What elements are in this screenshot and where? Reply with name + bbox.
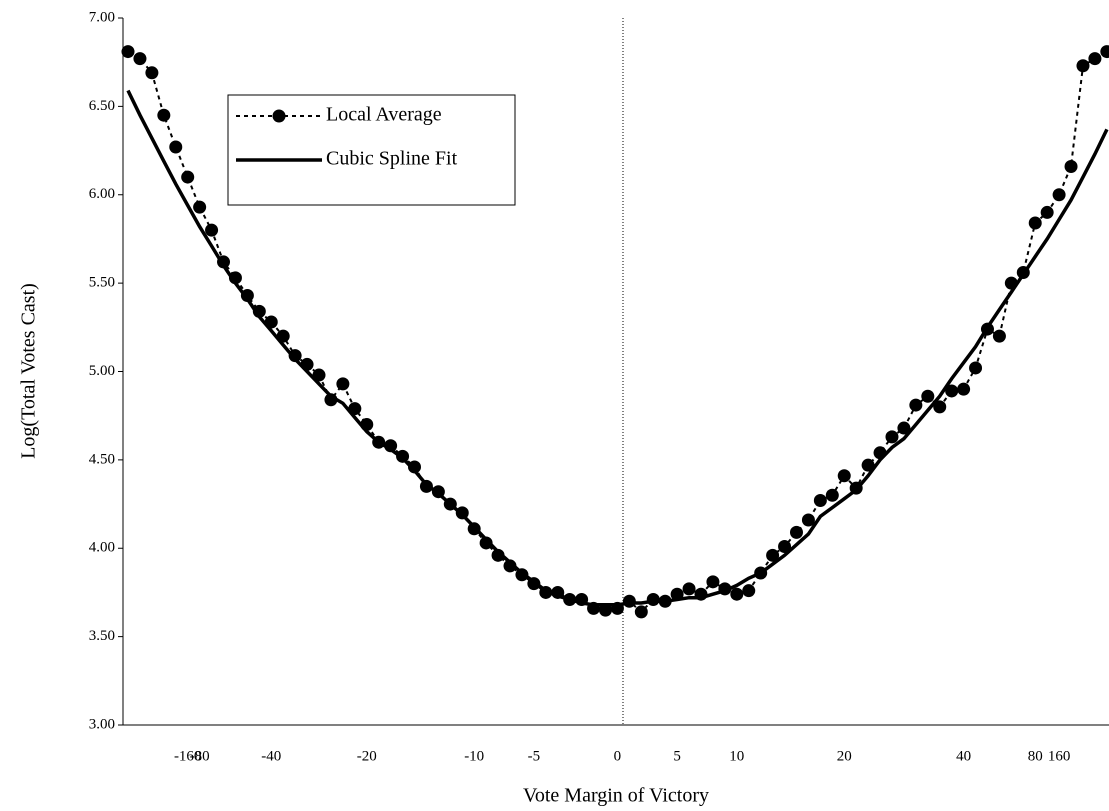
data-point xyxy=(825,488,839,502)
x-tick-label: 5 xyxy=(673,748,681,764)
data-point xyxy=(181,170,195,184)
x-tick-label: -40 xyxy=(261,748,281,764)
data-point xyxy=(837,469,851,483)
data-point xyxy=(336,377,350,391)
x-tick-label: -10 xyxy=(464,748,484,764)
y-tick-label: 6.50 xyxy=(89,98,115,114)
data-point xyxy=(1028,216,1042,230)
data-point xyxy=(766,548,780,562)
data-point xyxy=(706,575,720,589)
data-point xyxy=(598,603,612,617)
x-tick-label: -5 xyxy=(528,748,541,764)
y-tick-label: 4.00 xyxy=(89,540,115,556)
data-point xyxy=(646,593,660,607)
data-point xyxy=(1100,45,1109,59)
data-point xyxy=(1052,188,1066,202)
y-tick-label: 3.50 xyxy=(89,628,115,644)
data-point xyxy=(945,384,959,398)
data-point xyxy=(1088,52,1102,66)
data-point xyxy=(634,605,648,619)
x-tick-label: 10 xyxy=(729,748,744,764)
x-tick-label: 80 xyxy=(1028,748,1043,764)
data-point xyxy=(957,382,971,396)
data-point xyxy=(1064,159,1078,173)
data-point xyxy=(801,513,815,527)
data-point xyxy=(778,539,792,553)
data-point xyxy=(408,460,422,474)
x-tick-label: -20 xyxy=(357,748,377,764)
legend-marker xyxy=(272,109,286,123)
x-tick-label: -160 xyxy=(174,748,202,764)
data-point xyxy=(813,494,827,508)
data-point xyxy=(1040,205,1054,219)
y-tick-label: 6.00 xyxy=(89,186,115,202)
data-point xyxy=(133,52,147,66)
data-point xyxy=(861,458,875,472)
data-point xyxy=(885,430,899,444)
data-point xyxy=(969,361,983,375)
legend-label: Cubic Spline Fit xyxy=(326,148,458,170)
data-point xyxy=(897,421,911,435)
data-point xyxy=(682,582,696,596)
data-point xyxy=(157,108,171,122)
y-tick-label: 4.50 xyxy=(89,451,115,467)
x-tick-label: -80 xyxy=(190,748,210,764)
series-line-dashed xyxy=(127,50,1108,614)
y-tick-label: 7.00 xyxy=(89,9,115,25)
y-tick-label: 5.50 xyxy=(89,275,115,291)
data-point xyxy=(121,45,135,59)
data-point xyxy=(288,349,302,363)
data-point xyxy=(145,66,159,80)
data-point xyxy=(205,223,219,237)
series-line xyxy=(126,89,1109,607)
legend-label: Local Average xyxy=(326,104,442,126)
x-tick-label: 40 xyxy=(956,748,971,764)
data-point xyxy=(992,329,1006,343)
data-point xyxy=(193,200,207,214)
data-point xyxy=(789,525,803,539)
data-point xyxy=(491,548,505,562)
x-axis-title: Vote Margin of Victory xyxy=(523,785,709,807)
x-tick-label: 20 xyxy=(837,748,852,764)
x-tick-label: 0 xyxy=(614,748,622,764)
data-point xyxy=(169,140,183,154)
data-point xyxy=(1076,59,1090,73)
data-point xyxy=(503,559,517,573)
y-axis-title: Log(Total Votes Cast) xyxy=(18,283,40,459)
x-tick-label: 160 xyxy=(1048,748,1071,764)
data-point xyxy=(742,584,756,598)
data-point xyxy=(730,587,744,601)
data-point xyxy=(921,389,935,403)
y-tick-label: 5.00 xyxy=(89,363,115,379)
data-point xyxy=(909,398,923,412)
y-tick-label: 3.00 xyxy=(89,716,115,732)
data-point xyxy=(933,400,947,414)
data-point xyxy=(479,536,493,550)
